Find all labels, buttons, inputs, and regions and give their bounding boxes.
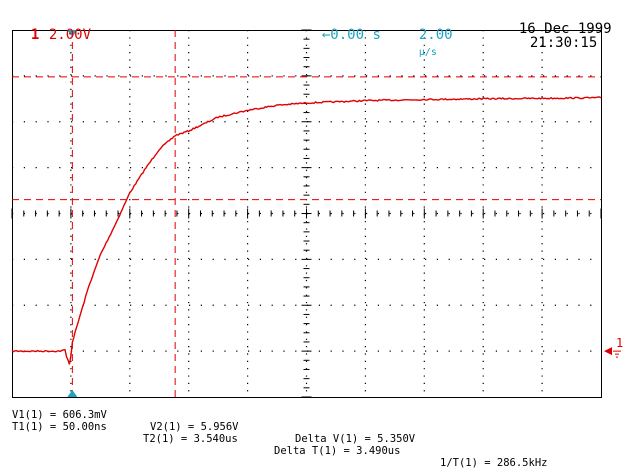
trigger-marker-top-icon xyxy=(67,30,78,37)
channel-scale: 2.00V xyxy=(48,27,92,43)
channel-1-trace xyxy=(11,96,602,365)
measurement-t2: T2(1) = 3.540us xyxy=(143,433,238,445)
measurement-v2: V2(1) = 5.956V xyxy=(150,421,239,433)
measurement-delta-t: Delta T(1) = 3.490us xyxy=(274,445,401,457)
reference-markers xyxy=(67,30,621,397)
measurement-t1: T1(1) = 50.00ns xyxy=(12,421,107,433)
date-display: 16 Dec 1999 xyxy=(518,21,612,37)
measurement-cursors xyxy=(12,30,601,397)
measurement-inv-t: 1/T(1) = 286.5kHz xyxy=(440,457,548,469)
oscilloscope-display: 1 xyxy=(11,29,623,398)
time-scale-unit: µ/s xyxy=(418,47,437,58)
channel-number: 1 xyxy=(30,27,40,43)
time-scale-value: 2.00 xyxy=(418,27,453,43)
measurement-delta-v: Delta V(1) = 5.350V xyxy=(295,433,416,445)
ground-marker-label: 1 xyxy=(616,336,623,350)
measurement-v1: V1(1) = 606.3mV xyxy=(12,409,107,421)
trigger-marker-bottom-icon xyxy=(67,390,78,397)
left-arrow-icon: ← xyxy=(321,27,331,43)
ground-reference-arrow-icon xyxy=(604,347,612,356)
time-offset: 0.00 s xyxy=(330,27,381,43)
time-display: 21:30:15 xyxy=(529,35,598,51)
graticule-grid xyxy=(11,29,602,398)
